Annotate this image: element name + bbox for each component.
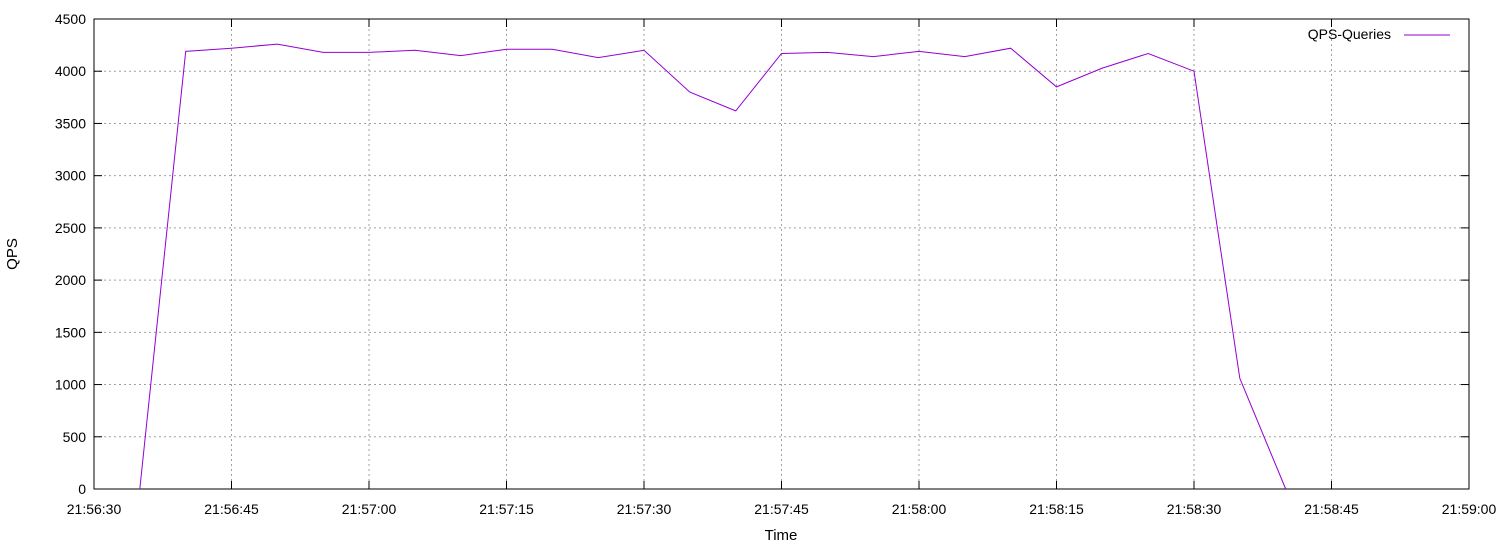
legend-label-qps-queries: QPS-Queries [1308, 26, 1391, 42]
y-tick-label: 3000 [55, 168, 86, 184]
y-tick-label: 1500 [55, 324, 86, 340]
x-tick-label: 21:58:00 [892, 501, 947, 517]
y-tick-label: 3500 [55, 115, 86, 131]
x-tick-label: 21:58:45 [1304, 501, 1359, 517]
x-tick-labels: 21:56:30 21:56:45 21:57:00 21:57:15 21:57:30… [67, 501, 1497, 517]
x-axis-label: Time [765, 527, 798, 544]
legend: QPS-Queries [1308, 26, 1450, 42]
x-tick-label: 21:56:45 [204, 501, 259, 517]
plot-frame [93, 18, 1470, 490]
y-tick-label: 2500 [55, 220, 86, 236]
x-tick-label: 21:57:00 [342, 501, 397, 517]
x-tick-label: 21:58:15 [1029, 501, 1084, 517]
y-tick-label: 4000 [55, 63, 86, 79]
y-tick-label: 4500 [55, 11, 86, 27]
y-tick-label: 500 [63, 429, 87, 445]
y-tick-label: 2000 [55, 272, 86, 288]
grid-lines [94, 19, 1469, 489]
series-layer [139, 43, 1287, 490]
x-tick-label: 21:56:30 [67, 501, 122, 517]
x-tick-label: 21:57:30 [617, 501, 672, 517]
x-tick-label: 21:59:00 [1442, 501, 1497, 517]
x-tick-label: 21:57:45 [754, 501, 809, 517]
x-tick-label: 21:57:15 [479, 501, 534, 517]
y-tick-label: 0 [78, 481, 86, 497]
y-tick-labels: 0 500 1000 1500 2000 2500 3000 3500 4000 4500 [55, 11, 86, 497]
y-axis-label: QPS [4, 238, 21, 270]
series-line-qps-queries [139, 43, 1287, 490]
y-tick-label: 1000 [55, 377, 86, 393]
x-tick-label: 21:58:30 [1167, 501, 1222, 517]
